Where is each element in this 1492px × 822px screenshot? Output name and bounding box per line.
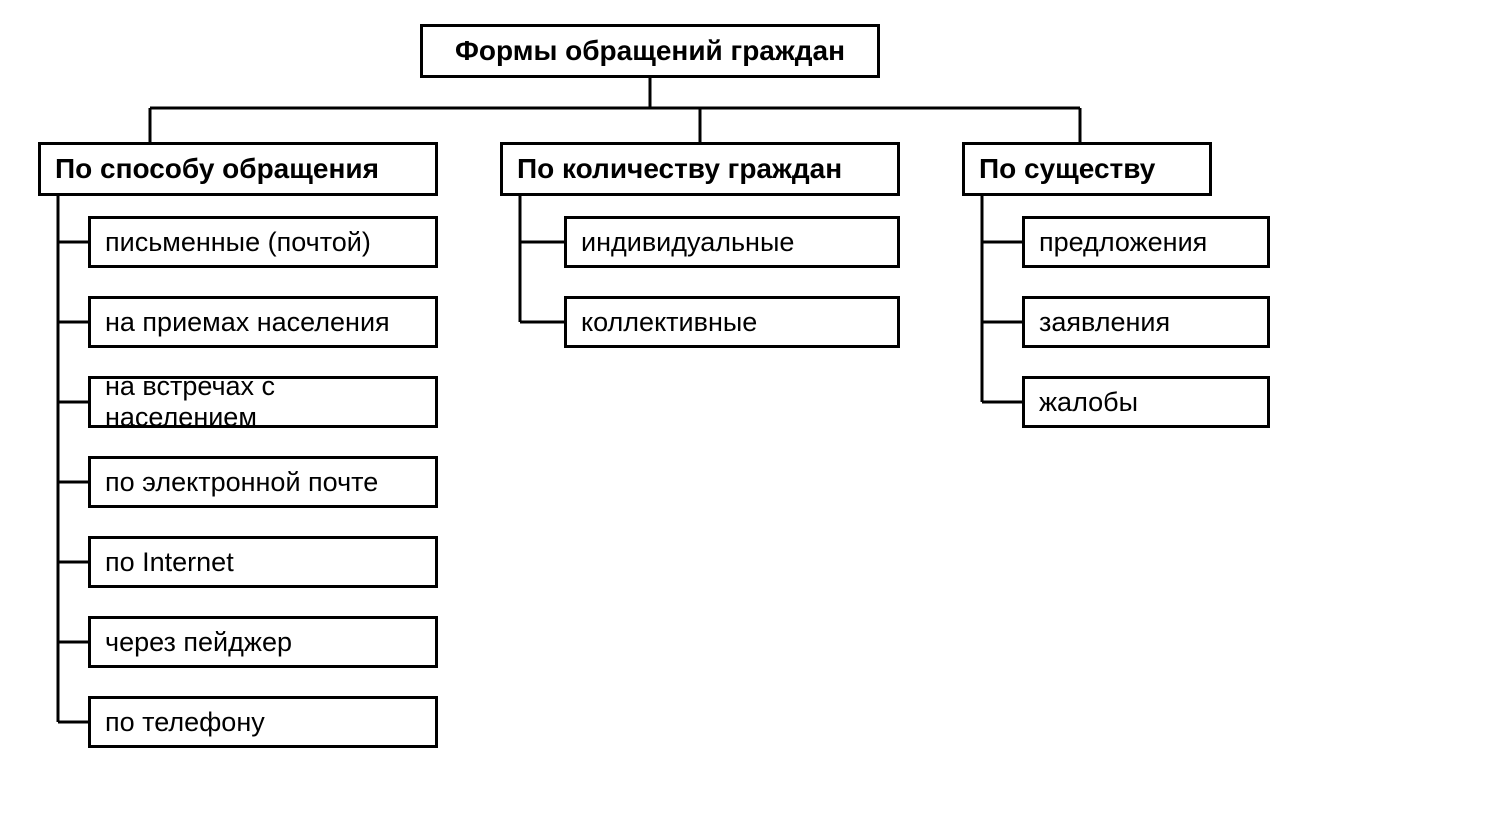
item-method-4: по Internet: [88, 536, 438, 588]
tree-diagram: Формы обращений граждан По способу обращ…: [20, 20, 1472, 802]
category-count: По количеству граждан: [500, 142, 900, 196]
item-method-1: на приемах населения: [88, 296, 438, 348]
diagram-title: Формы обращений граждан: [420, 24, 880, 78]
category-essence: По существу: [962, 142, 1212, 196]
category-method: По способу обращения: [38, 142, 438, 196]
item-essence-1: заявления: [1022, 296, 1270, 348]
item-method-6: по телефону: [88, 696, 438, 748]
item-method-2: на встречах с населением: [88, 376, 438, 428]
item-method-0: письменные (почтой): [88, 216, 438, 268]
item-count-0: индивидуальные: [564, 216, 900, 268]
item-essence-2: жалобы: [1022, 376, 1270, 428]
item-essence-0: предложения: [1022, 216, 1270, 268]
item-count-1: коллективные: [564, 296, 900, 348]
item-method-5: через пейджер: [88, 616, 438, 668]
item-method-3: по электронной почте: [88, 456, 438, 508]
